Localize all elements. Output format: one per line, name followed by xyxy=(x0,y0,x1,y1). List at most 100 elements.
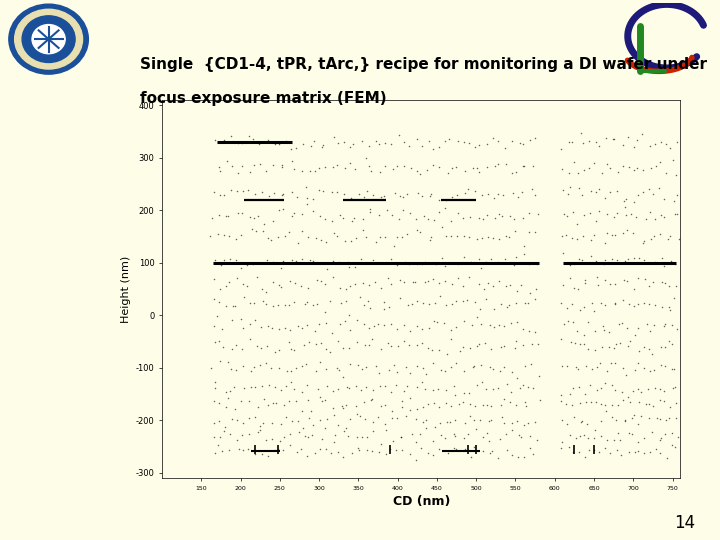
Point xyxy=(395,275,406,284)
Point xyxy=(654,158,666,167)
Point xyxy=(354,411,366,420)
Point xyxy=(209,384,220,393)
Point xyxy=(227,162,238,171)
Point xyxy=(320,163,331,171)
Point xyxy=(654,184,665,193)
Point xyxy=(618,276,630,285)
Point xyxy=(392,341,403,350)
Y-axis label: Height (nm): Height (nm) xyxy=(121,255,131,322)
Point xyxy=(559,210,570,219)
Point xyxy=(606,381,618,390)
Point xyxy=(656,254,667,262)
Point xyxy=(616,388,628,396)
Point xyxy=(495,401,507,410)
Point xyxy=(621,194,632,203)
Point xyxy=(282,367,293,375)
Point xyxy=(453,274,464,282)
Point xyxy=(500,160,512,168)
Point xyxy=(218,256,230,265)
Point xyxy=(450,163,462,171)
Point xyxy=(341,383,353,391)
Point xyxy=(351,433,363,441)
Point xyxy=(473,213,485,222)
Point xyxy=(564,260,576,269)
Point xyxy=(647,278,659,287)
Point xyxy=(424,192,436,200)
Point xyxy=(557,186,569,194)
Point xyxy=(490,162,501,171)
Point xyxy=(405,164,416,173)
Point xyxy=(286,157,297,165)
Point xyxy=(596,342,608,351)
Point xyxy=(310,234,321,242)
Point xyxy=(385,140,397,149)
Point xyxy=(293,428,305,437)
Point xyxy=(249,450,261,458)
Point xyxy=(555,298,567,307)
Point xyxy=(267,301,279,310)
Point xyxy=(614,436,626,444)
Point xyxy=(374,168,386,177)
Point xyxy=(219,231,230,239)
Point xyxy=(423,300,435,308)
Point xyxy=(575,432,586,441)
Point xyxy=(524,431,536,440)
Point xyxy=(260,359,271,367)
Point xyxy=(563,443,575,451)
Point xyxy=(590,188,601,197)
Point xyxy=(392,414,403,423)
Point xyxy=(224,278,235,287)
Point xyxy=(620,371,631,380)
Point xyxy=(305,167,316,176)
Point xyxy=(617,364,629,373)
Point xyxy=(588,434,600,443)
Point xyxy=(532,209,544,218)
Point xyxy=(209,136,220,144)
Point xyxy=(485,401,496,410)
Point xyxy=(459,367,470,376)
Point xyxy=(508,260,520,269)
Point xyxy=(364,205,376,213)
Point xyxy=(261,287,272,296)
Point xyxy=(623,300,634,308)
Point xyxy=(575,418,587,427)
Point xyxy=(210,256,221,265)
Point xyxy=(484,449,495,457)
Point xyxy=(556,232,567,241)
Point xyxy=(375,193,387,202)
Circle shape xyxy=(14,9,83,69)
Point xyxy=(309,449,320,457)
Point xyxy=(338,190,350,199)
Point xyxy=(564,430,576,439)
Point xyxy=(320,424,331,433)
Point xyxy=(606,359,617,368)
Point xyxy=(215,285,226,294)
Point xyxy=(672,433,683,441)
Point xyxy=(233,138,244,147)
Point xyxy=(437,254,449,262)
Point xyxy=(420,424,431,433)
Point xyxy=(445,402,456,410)
Point xyxy=(511,286,523,295)
Point xyxy=(613,167,624,176)
Point xyxy=(228,382,240,391)
Point xyxy=(320,318,332,327)
Point xyxy=(385,342,397,351)
Point xyxy=(555,335,567,343)
Point xyxy=(262,322,274,330)
Point xyxy=(631,136,642,144)
Point xyxy=(428,317,440,326)
Point xyxy=(277,257,289,266)
Point xyxy=(416,325,428,333)
Point xyxy=(221,302,233,310)
Point xyxy=(290,364,302,373)
Point xyxy=(394,192,405,201)
Point xyxy=(599,300,611,309)
Point xyxy=(585,186,596,195)
Point xyxy=(660,168,672,177)
Point xyxy=(290,397,302,406)
Point xyxy=(315,339,327,347)
Point xyxy=(639,449,650,457)
Point xyxy=(582,420,593,428)
Point xyxy=(398,321,410,329)
